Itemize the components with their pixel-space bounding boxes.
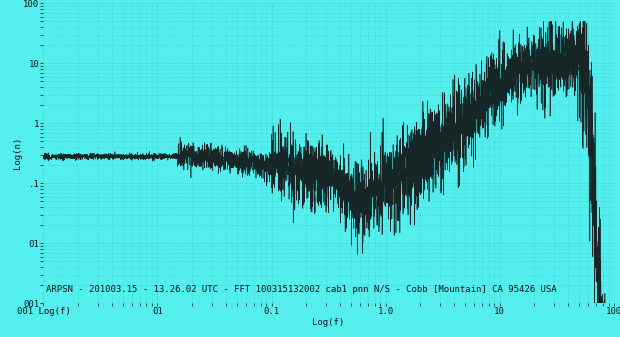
Y-axis label: Log(n): Log(n) [13, 137, 22, 170]
X-axis label: Log(f): Log(f) [312, 318, 345, 327]
Text: ARPSN - 201003.15 - 13.26.02 UTC - FFT 100315132002 cab1 pnn N/S - Cobb [Mountai: ARPSN - 201003.15 - 13.26.02 UTC - FFT 1… [46, 285, 557, 294]
